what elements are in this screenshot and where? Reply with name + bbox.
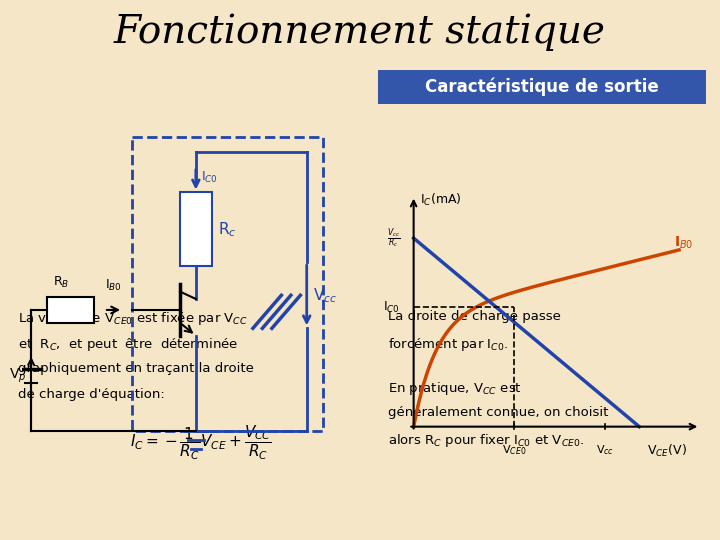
Text: $\frac{V_{cc}}{R_c}$: $\frac{V_{cc}}{R_c}$ xyxy=(387,226,400,250)
Text: Caractéristique de sortie: Caractéristique de sortie xyxy=(425,78,659,96)
Text: de charge d'équation:: de charge d'équation: xyxy=(18,388,165,401)
Text: V$_{cc}$: V$_{cc}$ xyxy=(595,443,614,457)
Text: forcément par I$_{C0}$.: forcément par I$_{C0}$. xyxy=(388,336,508,353)
Text: V$_{CE}$(V): V$_{CE}$(V) xyxy=(647,443,687,459)
Text: Fonctionnement statique: Fonctionnement statique xyxy=(114,14,606,51)
Text: R$_B$: R$_B$ xyxy=(53,275,70,290)
Bar xyxy=(378,70,706,104)
Bar xyxy=(180,192,212,266)
Text: V$_{cc}$: V$_{cc}$ xyxy=(313,286,337,305)
Text: V$_p$: V$_p$ xyxy=(9,367,27,385)
Text: I$_{C0}$: I$_{C0}$ xyxy=(201,170,217,185)
Text: graphiquement en traçant la droite: graphiquement en traçant la droite xyxy=(18,362,254,375)
Text: I$_{B0}$: I$_{B0}$ xyxy=(674,235,693,251)
Text: généralement connue, on choisit: généralement connue, on choisit xyxy=(388,406,608,419)
Text: $I_C = -\dfrac{1}{R_C} V_{CE} + \dfrac{V_{CC}}{R_C}$: $I_C = -\dfrac{1}{R_C} V_{CE} + \dfrac{V… xyxy=(130,424,272,462)
Text: et  R$_C$,  et peut  être  déterminée: et R$_C$, et peut être déterminée xyxy=(18,336,238,353)
Text: La valeur de V$_{CE0}$ est fixée par V$_{CC}$: La valeur de V$_{CE0}$ est fixée par V$_… xyxy=(18,310,248,327)
Text: R$_c$: R$_c$ xyxy=(218,220,236,239)
Text: En pratique, V$_{CC}$ est: En pratique, V$_{CC}$ est xyxy=(388,380,522,397)
Text: V$_{CE0}$: V$_{CE0}$ xyxy=(503,443,527,457)
Text: I$_{C0}$: I$_{C0}$ xyxy=(384,300,400,315)
Text: La droite de charge passe: La droite de charge passe xyxy=(388,310,561,323)
Text: I$_C$(mA): I$_C$(mA) xyxy=(420,192,462,208)
Bar xyxy=(132,137,323,431)
Bar xyxy=(47,297,94,323)
Text: I$_{B0}$: I$_{B0}$ xyxy=(105,278,122,293)
Text: alors R$_C$ pour fixer I$_{C0}$ et V$_{CE0}$.: alors R$_C$ pour fixer I$_{C0}$ et V$_{C… xyxy=(388,432,585,449)
